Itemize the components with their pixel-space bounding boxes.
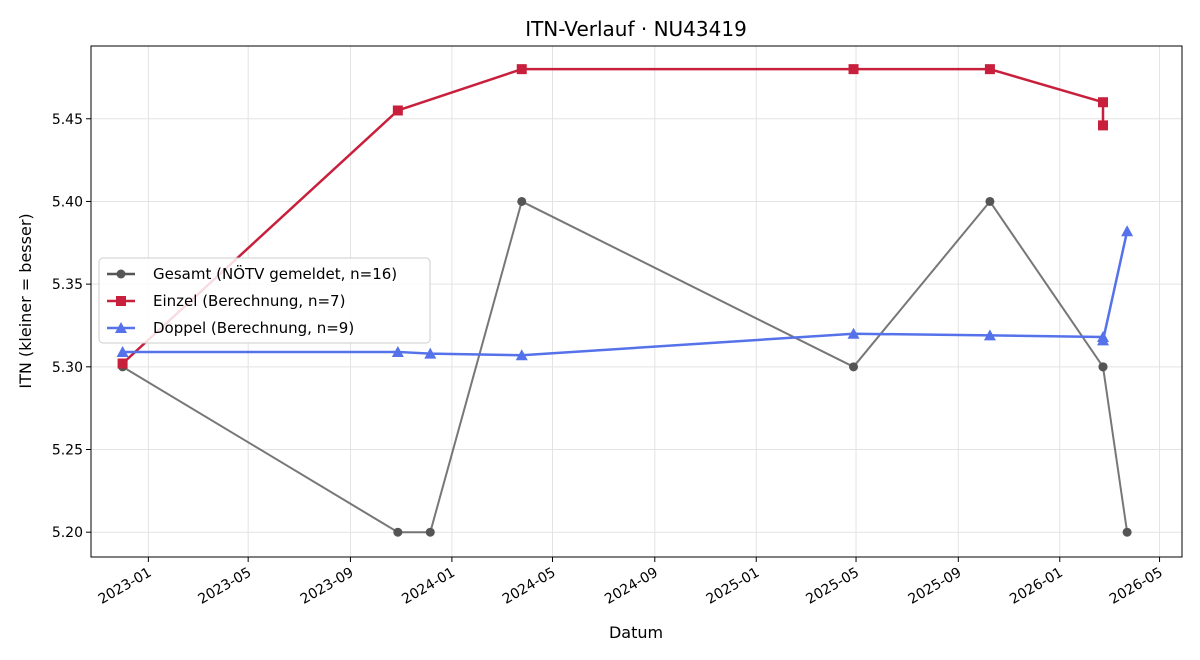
legend-label: Gesamt (NÖTV gemeldet, n=16)	[153, 264, 397, 283]
data-point	[848, 64, 859, 75]
y-tick-label: 5.30	[52, 360, 83, 376]
legend-item-3: Doppel (Berechnung, n=9)	[107, 319, 354, 337]
plot-frame	[90, 45, 1183, 558]
y-tick-label: 5.35	[52, 277, 83, 293]
data-point	[392, 105, 403, 116]
legend-label: Doppel (Berechnung, n=9)	[153, 319, 354, 337]
y-axis-label: ITN (kleiner = besser)	[16, 213, 35, 388]
data-point	[117, 358, 128, 369]
data-point	[391, 345, 404, 357]
data-point	[116, 345, 129, 357]
data-point	[516, 64, 527, 75]
y-tick-label: 5.45	[52, 112, 83, 128]
data-point	[517, 196, 527, 206]
series-1	[118, 196, 1132, 537]
data-point	[425, 527, 435, 537]
legend: Gesamt (NÖTV gemeldet, n=16) Einzel (Bere…	[98, 257, 431, 344]
data-point	[1097, 334, 1110, 346]
series-3	[116, 225, 1134, 361]
legend-frame	[98, 257, 431, 344]
y-tick-label: 5.20	[52, 525, 83, 541]
data-point	[984, 64, 995, 75]
legend-swatch-marker	[116, 269, 126, 279]
x-tick-label: 2024-09	[602, 565, 661, 608]
y-tick-label: 5.40	[52, 194, 83, 210]
data-point	[983, 329, 996, 341]
legend-label: Einzel (Berechnung, n=7)	[153, 292, 345, 310]
data-point	[849, 362, 859, 372]
x-tick-label: 2024-05	[500, 565, 559, 608]
chart-title: ITN-Verlauf · NU43419	[525, 17, 747, 41]
x-tick-label: 2025-09	[906, 565, 965, 608]
data-point	[985, 196, 995, 206]
legend-swatch-marker	[115, 322, 127, 333]
x-tick-label: 2025-01	[704, 565, 763, 608]
y-tick-label: 5.25	[52, 443, 83, 459]
legend-item-1: Gesamt (NÖTV gemeldet, n=16)	[107, 264, 397, 283]
series-layer	[116, 64, 1134, 537]
series-line	[122, 200, 1129, 534]
x-tick-label: 2023-05	[196, 565, 255, 608]
data-point	[1098, 362, 1108, 372]
legend-swatch-marker	[116, 296, 126, 306]
x-axis-ticks: 2023-01 2023-05 2023-09 2024-01 2024-05 2024-…	[96, 557, 1166, 608]
grid-lines	[91, 46, 1182, 557]
data-point	[424, 347, 437, 359]
x-tick-label: 2026-01	[1007, 565, 1066, 608]
x-tick-label: 2026-05	[1107, 565, 1166, 608]
x-tick-label: 2023-09	[298, 565, 357, 608]
data-point	[1122, 527, 1132, 537]
series-2	[117, 64, 1109, 369]
x-axis-label: Datum	[609, 623, 663, 642]
x-tick-label: 2023-01	[96, 565, 155, 608]
y-axis-ticks: 5.20 5.25 5.30 5.35 5.40 5.45	[52, 112, 91, 541]
data-point	[847, 327, 860, 339]
data-point	[393, 527, 403, 537]
legend-item-2: Einzel (Berechnung, n=7)	[107, 292, 345, 310]
x-tick-label: 2025-05	[803, 565, 862, 608]
x-tick-label: 2024-01	[399, 565, 458, 608]
data-point	[1121, 225, 1134, 237]
data-point	[1098, 120, 1109, 131]
data-point	[1098, 97, 1109, 108]
data-point	[515, 349, 528, 361]
